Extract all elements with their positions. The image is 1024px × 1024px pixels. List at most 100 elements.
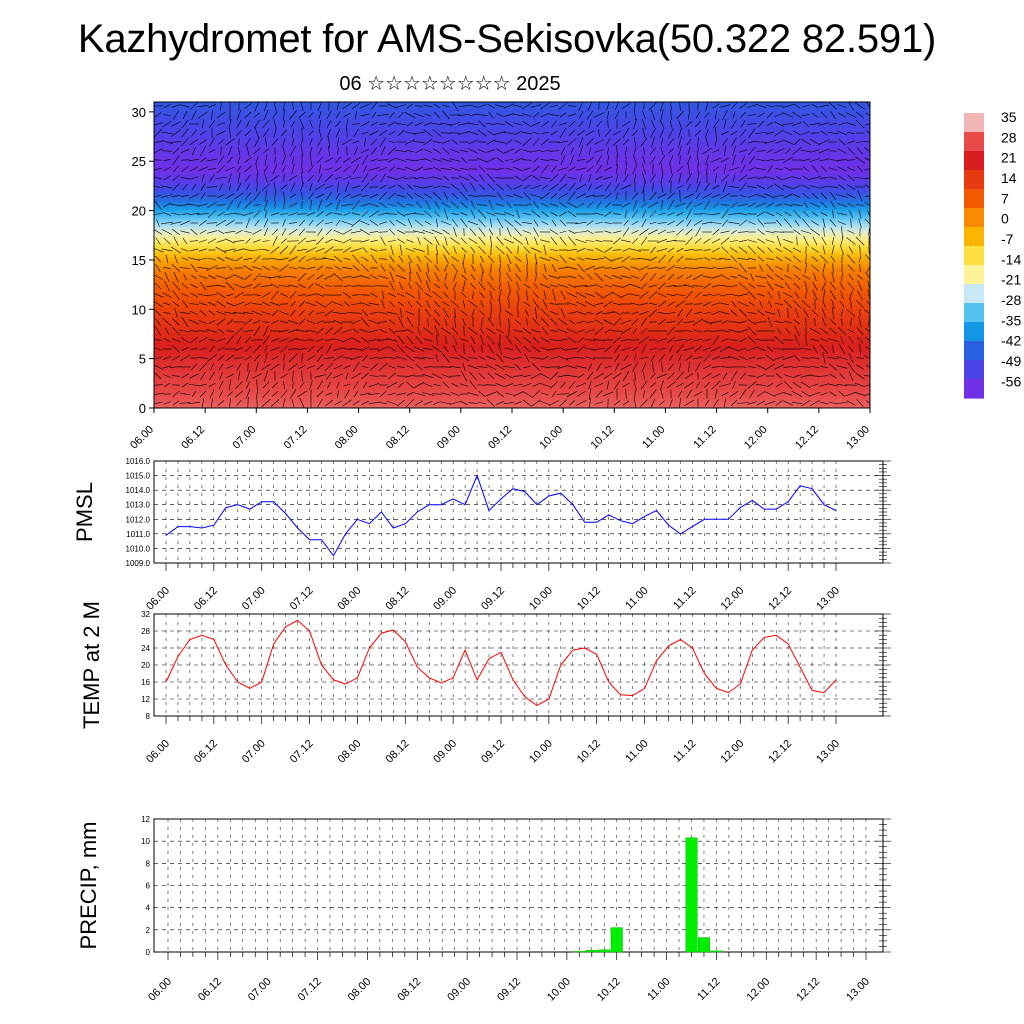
x-tick-label: 11.12 (671, 738, 698, 765)
colorbar-swatch (964, 265, 984, 285)
y-tick-label: 24 (141, 644, 150, 653)
x-tick-label: 11.12 (671, 585, 698, 612)
colorbar-label: -56 (1001, 373, 1021, 389)
heatmap-x-tick-label: 06.00 (128, 424, 156, 452)
x-tick-label: 12.00 (718, 585, 746, 613)
x-tick-label: 07.12 (288, 585, 316, 613)
x-tick-label: 08.00 (336, 738, 364, 766)
heatmap-x-tick-label: 12.12 (793, 424, 821, 452)
x-tick-label: 08.12 (395, 976, 423, 1004)
x-tick-label: 06.12 (192, 738, 220, 766)
heatmap-x-tick-label: 07.12 (282, 424, 310, 452)
x-tick-label: 07.00 (246, 976, 274, 1004)
y-tick-label: 1010.0 (126, 544, 151, 553)
y-tick-label: 0 (146, 948, 151, 957)
x-tick-label: 10.12 (575, 585, 603, 613)
y-tick-label: 1015.0 (126, 472, 151, 481)
heatmap-x-tick-label: 10.12 (588, 424, 616, 452)
x-tick-label: 06.00 (146, 976, 174, 1004)
chart-title: Kazhydromet for AMS-Sekisovka(50.322 82.… (77, 17, 937, 61)
colorbar-swatch (964, 360, 984, 380)
wind-barbs (154, 102, 870, 408)
y-tick-label: 4 (146, 904, 151, 913)
y-axis-label: TEMP at 2 M (79, 601, 104, 729)
colorbar-label: 7 (1001, 190, 1009, 206)
precip-bar (585, 950, 598, 953)
y-tick-label: 1013.0 (126, 501, 151, 510)
panel-frame (153, 818, 884, 953)
x-tick-label: 06.12 (196, 976, 224, 1004)
y-tick-label: 6 (146, 882, 151, 891)
colorbar-swatch (964, 379, 984, 399)
y-tick-label: 1009.0 (126, 559, 151, 568)
heatmap-x-tick-label: 12.00 (742, 424, 770, 452)
colorbar-label: 28 (1001, 129, 1017, 145)
colorbar-label: -49 (1001, 353, 1021, 369)
x-tick-label: 12.00 (744, 976, 772, 1004)
colorbar-swatch (964, 151, 984, 171)
heatmap-y-tick-label: 20 (132, 204, 146, 219)
colorbar-swatch (964, 303, 984, 323)
x-tick-label: 07.12 (296, 976, 324, 1004)
y-tick-label: 10 (141, 837, 150, 846)
heatmap-y-tick-label: 10 (132, 302, 146, 317)
colorbar-label: 14 (1001, 170, 1017, 186)
y-tick-label: 12 (141, 695, 150, 704)
colorbar-swatch (964, 113, 984, 133)
y-tick-label: 28 (141, 627, 150, 636)
y-tick-label: 2 (146, 926, 151, 935)
y-tick-label: 8 (146, 712, 151, 721)
colorbar-label: 21 (1001, 150, 1017, 166)
colorbar-label: 35 (1001, 109, 1017, 125)
y-tick-label: 16 (141, 678, 150, 687)
x-tick-label: 10.12 (595, 976, 623, 1004)
x-tick-label: 13.00 (844, 976, 872, 1004)
x-tick-label: 11.12 (695, 976, 722, 1003)
panel-frame (153, 460, 884, 564)
colorbar-label: -28 (1001, 292, 1021, 308)
precip-bar (573, 951, 586, 953)
y-tick-label: 1011.0 (126, 530, 150, 539)
x-tick-label: 09.12 (495, 976, 523, 1004)
heatmap-x-tick-label: 06.12 (179, 424, 207, 452)
heatmap-y-tick-label: 30 (132, 105, 146, 120)
colorbar-label: -14 (1001, 251, 1021, 267)
x-tick-label: 11.00 (623, 585, 650, 612)
heatmap-x-tick-label: 07.00 (230, 424, 258, 452)
heatmap-field (154, 102, 870, 408)
x-tick-label: 08.12 (383, 585, 411, 613)
colorbar-swatch (964, 132, 984, 152)
x-tick-label: 06.12 (192, 585, 220, 613)
x-tick-label: 10.00 (545, 976, 573, 1004)
heatmap-x-tick-label: 09.12 (486, 424, 514, 452)
x-tick-label: 09.12 (479, 738, 507, 766)
y-tick-label: 1014.0 (126, 486, 151, 495)
colorbar-swatch (964, 322, 984, 342)
temperature-series-line (165, 619, 837, 706)
x-tick-label: 13.00 (814, 585, 842, 613)
chart-subtitle: 06 ☆☆☆☆☆☆☆☆ 2025 (339, 73, 561, 95)
x-tick-label: 13.00 (814, 738, 842, 766)
colorbar-swatch (964, 227, 984, 247)
x-tick-label: 12.12 (794, 976, 822, 1004)
precip-bar (697, 937, 710, 953)
y-tick-label: 1012.0 (126, 515, 151, 524)
y-tick-label: 12 (141, 815, 150, 824)
heatmap-y-tick-label: 5 (139, 352, 146, 367)
colorbar-swatch (964, 341, 984, 361)
x-tick-label: 10.12 (575, 738, 603, 766)
colorbar-swatch (964, 284, 984, 304)
x-tick-label: 11.00 (623, 738, 650, 765)
colorbar-label: -42 (1001, 333, 1021, 349)
x-tick-label: 07.00 (240, 738, 268, 766)
heatmap-x-tick-label: 08.00 (333, 424, 361, 452)
x-tick-label: 08.12 (383, 738, 411, 766)
y-tick-label: 32 (141, 610, 150, 619)
x-tick-label: 09.12 (479, 585, 507, 613)
colorbar-swatch (964, 189, 984, 209)
precip-bar (685, 837, 698, 953)
y-tick-label: 20 (141, 661, 150, 670)
colorbar-label: -21 (1001, 272, 1021, 288)
x-tick-label: 06.00 (144, 738, 172, 766)
